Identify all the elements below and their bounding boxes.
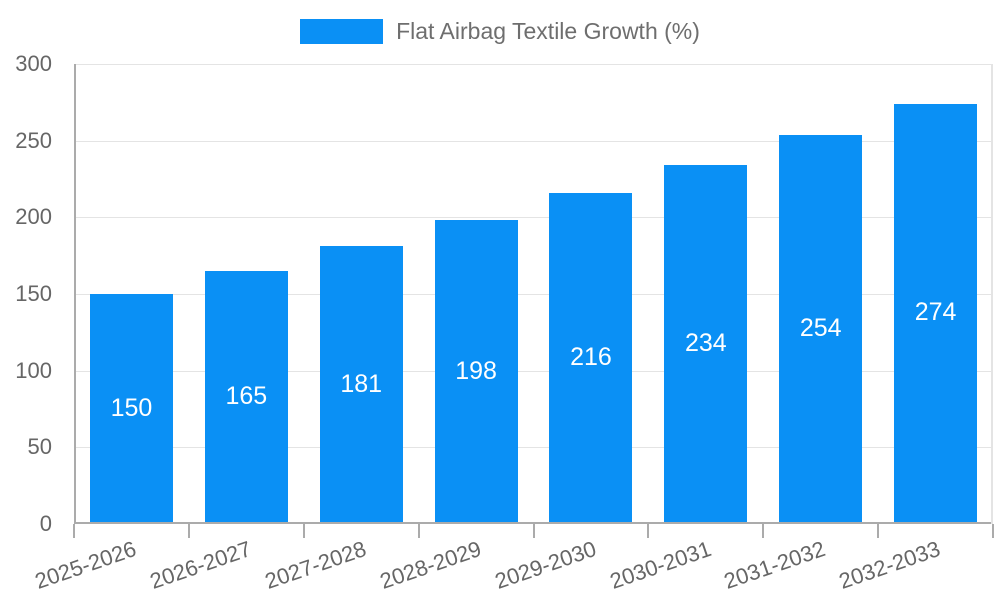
bar-2028-2029[interactable]: 198 [434, 220, 518, 522]
gridline [74, 370, 993, 372]
legend: Flat Airbag Textile Growth (%) [0, 18, 1000, 45]
y-axis-tick-label: 250 [15, 127, 52, 153]
bar-value-label: 216 [570, 342, 612, 371]
bar-2025-2026[interactable]: 150 [89, 294, 173, 522]
x-axis-tick-label: 2025-2026 [31, 536, 140, 594]
plot-area: 150 165 181 198 216 234 254 274 [74, 64, 993, 524]
x-axis-tick-label: 2031-2032 [721, 536, 829, 594]
x-axis-tick-label: 2028-2029 [376, 536, 485, 594]
x-axis-tickmark [762, 524, 764, 538]
x-axis-tick-label: 2032-2033 [836, 536, 944, 594]
gridline [74, 140, 993, 142]
x-axis-tick-label: 2027-2028 [261, 536, 370, 594]
y-axis-tick-label: 0 [39, 511, 52, 536]
x-axis-baseline [74, 522, 993, 524]
x-axis-tickmark [647, 524, 649, 538]
y-axis-tick-label: 150 [15, 281, 52, 306]
bar-2026-2027[interactable]: 165 [204, 271, 288, 522]
bar-2032-2033[interactable]: 274 [894, 103, 978, 522]
bar-value-label: 165 [225, 382, 268, 410]
y-axis-tick-label: 200 [15, 204, 52, 230]
gridline [74, 294, 993, 295]
bar-value-label: 274 [914, 298, 957, 327]
x-axis-tick-label: 2029-2030 [491, 536, 600, 594]
legend-label: Flat Airbag Textile Growth (%) [396, 18, 700, 44]
x-axis-tickmark [188, 524, 190, 538]
bar-value-label: 198 [455, 356, 497, 385]
legend-item[interactable]: Flat Airbag Textile Growth (%) [300, 18, 700, 45]
gridline [74, 64, 993, 65]
x-axis-tickmark [73, 524, 75, 538]
x-axis-tickmark [418, 524, 420, 538]
y-axis-line [74, 64, 76, 524]
legend-swatch [300, 19, 384, 44]
x-axis-tick-label: 2030-2031 [606, 536, 714, 594]
bar-value-label: 234 [684, 329, 727, 358]
y-axis-tick-label: 100 [15, 357, 52, 383]
bar-2029-2030[interactable]: 216 [549, 192, 633, 522]
y-axis-tick-label: 300 [15, 51, 52, 76]
x-axis-tickmark [877, 524, 879, 538]
plot-right-boundary [991, 64, 993, 524]
x-axis-tick-label: 2026-2027 [146, 536, 255, 594]
bar-2030-2031[interactable]: 234 [664, 165, 748, 522]
bar-2027-2028[interactable]: 181 [319, 246, 403, 522]
bar-value-label: 254 [799, 313, 842, 342]
bar-value-label: 181 [340, 369, 383, 398]
bar-value-label: 150 [110, 393, 153, 422]
gridline [74, 217, 993, 219]
gridline [74, 447, 993, 449]
y-axis-tick-label: 50 [27, 434, 52, 460]
x-axis-tickmark [533, 524, 535, 538]
x-axis-tickmark [303, 524, 305, 538]
bar-2031-2032[interactable]: 254 [779, 134, 863, 522]
x-axis-tickmark [992, 524, 994, 538]
